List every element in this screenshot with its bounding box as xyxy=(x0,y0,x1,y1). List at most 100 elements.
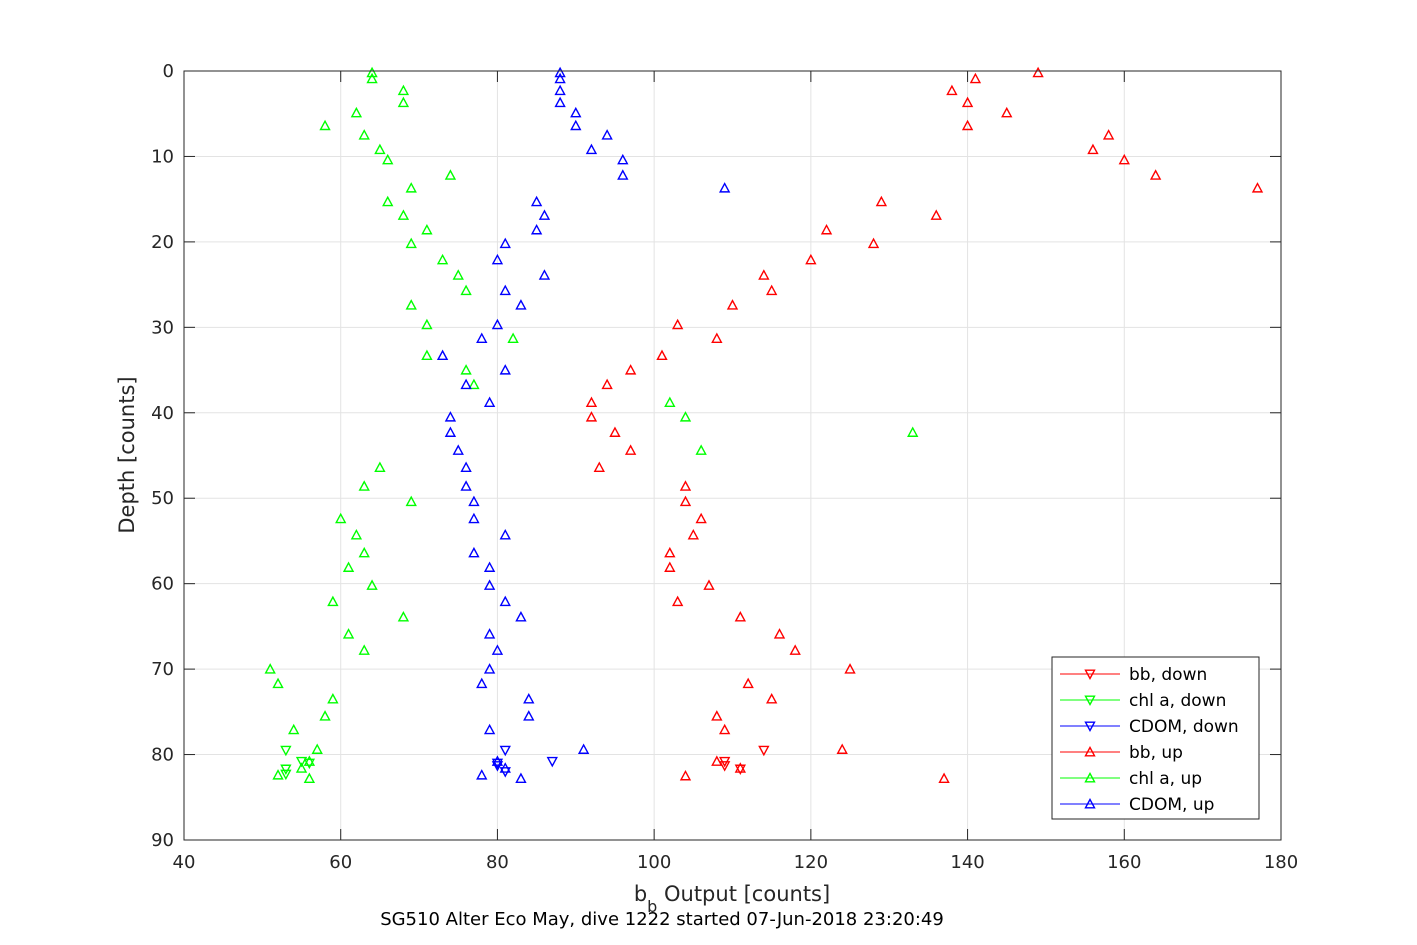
data-point xyxy=(468,546,480,558)
data-point xyxy=(476,677,488,689)
data-point xyxy=(679,495,692,507)
data-point xyxy=(319,119,331,131)
data-point xyxy=(515,611,527,622)
data-point xyxy=(421,318,433,330)
data-point xyxy=(718,182,731,193)
data-point xyxy=(483,561,496,572)
data-point xyxy=(483,396,496,408)
data-point xyxy=(405,495,417,507)
data-point xyxy=(491,755,504,766)
data-point xyxy=(554,96,566,108)
data-point xyxy=(460,378,472,390)
data-point xyxy=(460,461,472,472)
data-point xyxy=(671,318,684,330)
legend-marker xyxy=(1084,695,1096,706)
data-point xyxy=(468,495,480,507)
legend-marker xyxy=(1084,721,1096,732)
x-axis-label: bb Output [counts] xyxy=(634,882,830,916)
data-point xyxy=(679,769,692,781)
y-tick-label: 80 xyxy=(151,745,174,766)
data-point xyxy=(711,332,723,343)
data-point xyxy=(734,762,747,773)
data-point xyxy=(624,444,637,455)
data-point xyxy=(507,332,519,343)
data-point xyxy=(530,223,543,235)
legend-label: CDOM, up xyxy=(1129,795,1214,815)
data-point xyxy=(382,195,394,207)
series-chl-a-down xyxy=(280,745,316,781)
data-point xyxy=(421,223,433,235)
data-point xyxy=(1118,153,1130,165)
data-point xyxy=(617,153,629,165)
data-point xyxy=(405,182,417,193)
x-tick-label: 180 xyxy=(1264,852,1298,873)
data-point xyxy=(397,84,410,96)
data-point xyxy=(491,253,504,265)
legend-entry: CDOM, up xyxy=(1060,795,1214,815)
legend: bb, down chl a, down CDOM, down bb, up chl a… xyxy=(1051,656,1260,820)
data-point xyxy=(264,663,276,674)
data-point xyxy=(405,299,417,310)
data-point xyxy=(601,378,613,390)
y-axis-label: Depth [counts] xyxy=(115,376,139,533)
data-point xyxy=(570,106,582,118)
legend-entry: bb, down xyxy=(1060,665,1207,685)
data-point xyxy=(335,512,347,524)
data-point xyxy=(303,772,316,784)
data-point xyxy=(311,743,323,754)
data-point xyxy=(907,426,919,437)
data-point xyxy=(366,579,378,590)
y-tick-label: 50 xyxy=(151,488,174,509)
data-point xyxy=(938,772,950,784)
data-point xyxy=(327,693,339,704)
data-point xyxy=(695,512,707,524)
legend-label: chl a, up xyxy=(1129,769,1202,789)
data-point xyxy=(483,579,496,590)
y-tick-label: 0 xyxy=(163,61,174,82)
legend-marker xyxy=(1084,669,1096,680)
data-point xyxy=(491,644,504,655)
y-tick-label: 90 xyxy=(151,830,174,851)
data-point xyxy=(742,677,754,689)
legend-label: chl a, down xyxy=(1129,691,1226,711)
data-point xyxy=(554,66,566,78)
data-point xyxy=(397,611,410,622)
y-tick-label: 70 xyxy=(151,659,174,680)
data-point xyxy=(499,762,511,773)
data-point xyxy=(1032,66,1044,78)
y-tick-label: 10 xyxy=(151,146,174,167)
x-tick-label: 160 xyxy=(1107,852,1141,873)
legend-box xyxy=(1051,656,1260,820)
data-point xyxy=(499,595,511,607)
x-tick-label: 80 xyxy=(486,852,509,873)
data-point xyxy=(342,561,355,572)
data-point xyxy=(374,461,386,472)
data-point xyxy=(295,756,308,768)
data-point xyxy=(280,769,292,781)
data-point xyxy=(444,411,457,422)
data-point xyxy=(695,444,707,455)
data-point xyxy=(1001,106,1013,118)
data-point xyxy=(303,755,316,766)
data-point xyxy=(758,269,770,280)
data-point xyxy=(1087,143,1099,155)
data-point xyxy=(687,528,699,540)
data-point xyxy=(711,755,723,766)
legend-marker xyxy=(1084,746,1096,757)
data-point xyxy=(773,628,786,639)
data-point xyxy=(609,426,621,437)
series-bb-up xyxy=(585,66,1264,784)
data-point xyxy=(319,710,331,721)
data-point xyxy=(585,411,598,422)
y-tick-label: 40 xyxy=(151,403,174,424)
data-point xyxy=(515,299,527,310)
data-point xyxy=(468,378,480,390)
data-point xyxy=(585,396,598,408)
data-point xyxy=(671,595,684,607)
data-point xyxy=(436,349,449,361)
data-point xyxy=(452,269,464,280)
data-point xyxy=(844,663,856,674)
data-point xyxy=(444,426,457,437)
data-point xyxy=(327,595,339,607)
